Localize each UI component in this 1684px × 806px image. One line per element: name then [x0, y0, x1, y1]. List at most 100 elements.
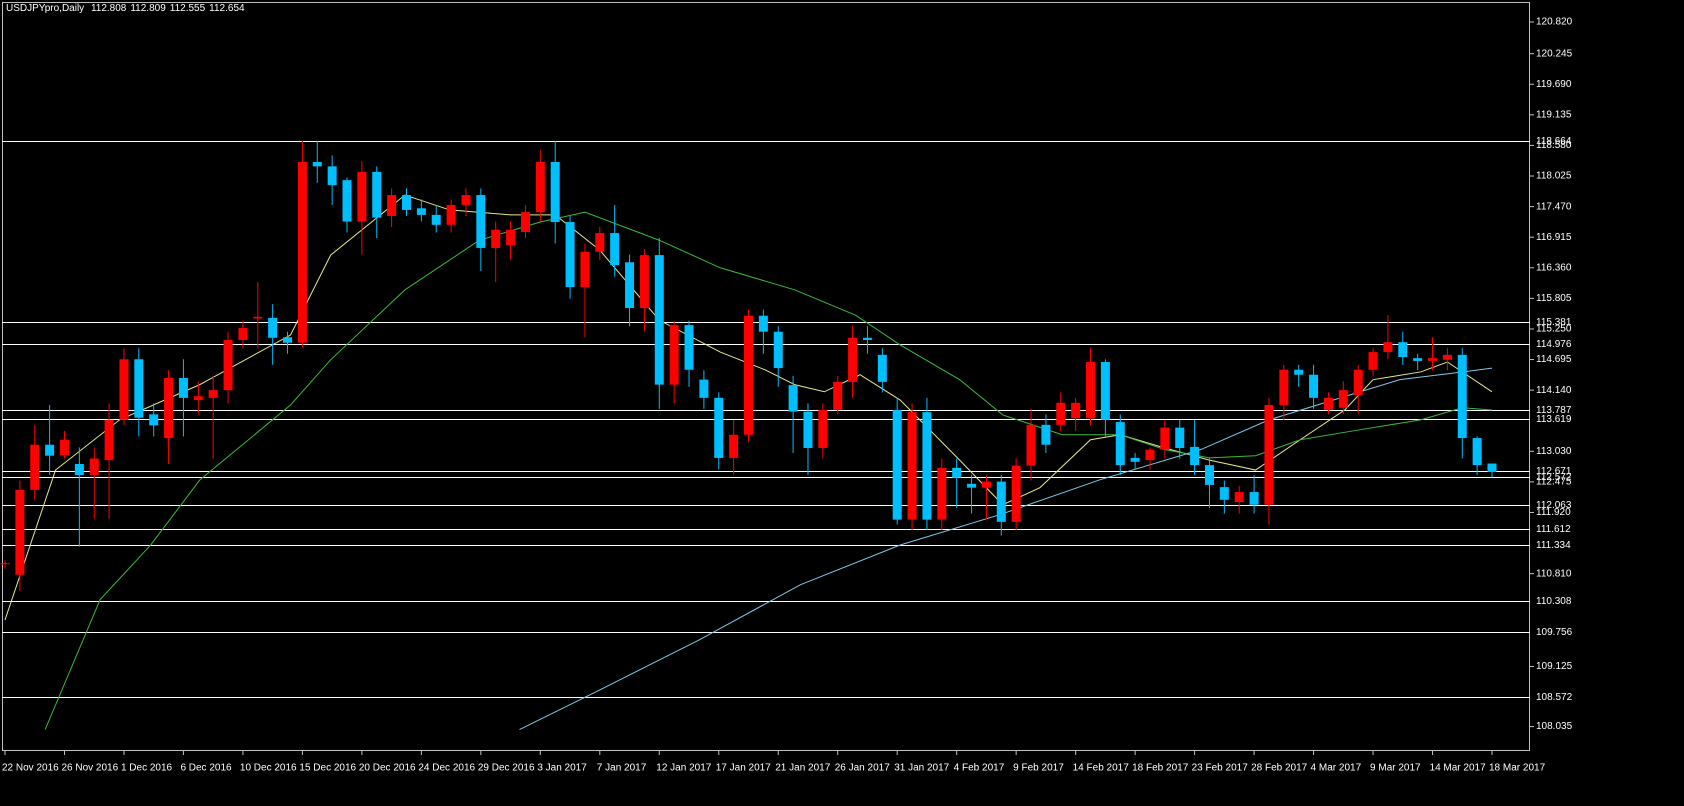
candle-body — [699, 379, 709, 398]
candle-body — [1279, 369, 1289, 406]
x-tick-label: 17 Jan 2017 — [716, 763, 771, 774]
candle-body — [253, 316, 263, 319]
candle-body — [625, 262, 635, 309]
candle-body — [1011, 465, 1021, 522]
y-tick-label: 118.580 — [1536, 140, 1572, 151]
candle-body — [1026, 424, 1036, 466]
horizontal-line-label: 111.334 — [1536, 540, 1571, 551]
candle-body — [1234, 492, 1244, 503]
x-tick-label: 20 Dec 2016 — [359, 763, 416, 774]
candle-body — [981, 481, 991, 488]
candle-body — [669, 325, 679, 385]
x-tick-label: 24 Dec 2016 — [418, 763, 475, 774]
candle-body — [30, 444, 40, 490]
candle-body — [952, 467, 962, 478]
candle-body — [1175, 427, 1185, 448]
x-tick-label: 14 Feb 2017 — [1073, 763, 1130, 774]
candle-body — [297, 161, 307, 343]
candle-body — [818, 409, 828, 448]
x-tick-label: 28 Feb 2017 — [1251, 763, 1308, 774]
candle-body — [758, 315, 768, 332]
candle-body — [1219, 487, 1229, 500]
candle-body — [1368, 352, 1378, 370]
y-tick-label: 114.695 — [1536, 354, 1572, 365]
candle-body — [788, 385, 798, 412]
candle-body — [1413, 358, 1423, 361]
candle-body — [862, 337, 872, 340]
horizontal-line-label: 110.308 — [1536, 596, 1572, 607]
x-tick-label: 23 Feb 2017 — [1192, 763, 1249, 774]
candle-body — [877, 354, 887, 382]
symbol: USDJPYpro,Daily — [6, 3, 85, 14]
y-tick-label: 120.245 — [1536, 48, 1573, 59]
candle-body — [1487, 463, 1497, 473]
plot-frame — [2, 2, 1530, 751]
candle-body — [922, 412, 932, 520]
horizontal-line-label: 108.572 — [1536, 692, 1573, 703]
candle-body — [1056, 402, 1066, 425]
x-tick-label: 3 Jan 2017 — [537, 763, 587, 774]
candle-body — [283, 337, 293, 343]
candle-body — [535, 161, 545, 213]
x-tick-label: 9 Feb 2017 — [1013, 763, 1064, 774]
chart-header: USDJPYpro,Daily 112.808 112.809 112.555 112… — [6, 3, 249, 14]
candle-body — [0, 563, 10, 565]
candle-body — [506, 229, 516, 246]
candle-body — [937, 467, 947, 520]
y-tick-label: 119.135 — [1536, 109, 1572, 120]
candle-body — [74, 463, 84, 475]
x-tick-label: 22 Nov 2016 — [2, 763, 59, 774]
moving-average — [519, 367, 1493, 731]
candle-body — [580, 251, 590, 288]
candle-body — [639, 255, 649, 309]
horizontal-line-label: 112.572 — [1536, 472, 1572, 483]
candle-body — [134, 359, 144, 418]
candle-body — [967, 483, 977, 488]
candle-body — [833, 381, 843, 410]
x-tick-label: 7 Jan 2017 — [597, 763, 647, 774]
horizontal-line-label: 114.976 — [1536, 339, 1572, 350]
candle-body — [178, 378, 188, 398]
y-tick-label: 114.140 — [1536, 385, 1572, 396]
x-tick-label: 31 Jan 2017 — [894, 763, 949, 774]
candle-body — [461, 195, 471, 205]
candle-body — [714, 397, 724, 458]
x-tick-label: 18 Mar 2017 — [1489, 763, 1546, 774]
candle-body — [610, 233, 620, 266]
candle-body — [1190, 446, 1200, 466]
candle-body — [907, 412, 917, 520]
candle-body — [848, 337, 858, 382]
candle-body — [1338, 390, 1348, 408]
candle-body — [1442, 354, 1452, 360]
x-tick-label: 29 Dec 2016 — [478, 763, 535, 774]
candle-body — [401, 195, 411, 210]
candle-body — [119, 359, 129, 420]
x-tick-label: 4 Mar 2017 — [1311, 763, 1362, 774]
ohlc-close: 112.654 — [209, 3, 245, 14]
candle-body — [491, 229, 501, 248]
x-tick-label: 18 Feb 2017 — [1132, 763, 1189, 774]
candle-body — [1264, 405, 1274, 505]
candle-body — [312, 161, 322, 167]
y-tick-label: 113.030 — [1536, 446, 1572, 457]
candle-body — [45, 444, 55, 456]
y-tick-label: 116.360 — [1536, 262, 1572, 273]
candle-body — [892, 409, 902, 520]
candle-body — [342, 180, 352, 222]
candle-body — [1041, 424, 1051, 445]
y-tick-label: 117.470 — [1536, 201, 1572, 212]
y-tick-label: 112.475 — [1536, 477, 1572, 488]
horizontal-line-label: 113.619 — [1536, 414, 1572, 425]
candle-body — [729, 434, 739, 458]
candle-body — [1204, 465, 1214, 485]
y-tick-label: 120.820 — [1536, 17, 1573, 28]
candle-body — [684, 325, 694, 370]
candle-body — [565, 222, 575, 288]
y-tick-label: 109.125 — [1536, 661, 1573, 672]
candle-body — [1160, 427, 1170, 450]
candle-body — [15, 489, 25, 575]
candle-body — [193, 396, 203, 401]
horizontal-line-label: 111.612 — [1536, 524, 1571, 535]
candle-body — [1323, 397, 1333, 410]
